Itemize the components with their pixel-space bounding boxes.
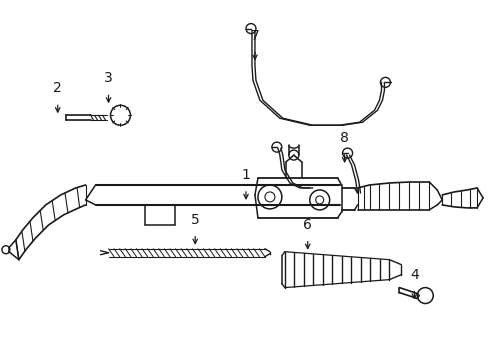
Text: 5: 5 [190, 213, 199, 227]
Text: 4: 4 [409, 267, 418, 282]
Text: 7: 7 [250, 28, 259, 42]
Text: 1: 1 [241, 168, 250, 182]
Text: 6: 6 [303, 218, 311, 232]
Text: 3: 3 [104, 71, 113, 85]
Text: 8: 8 [340, 131, 348, 145]
Text: 2: 2 [53, 81, 62, 95]
